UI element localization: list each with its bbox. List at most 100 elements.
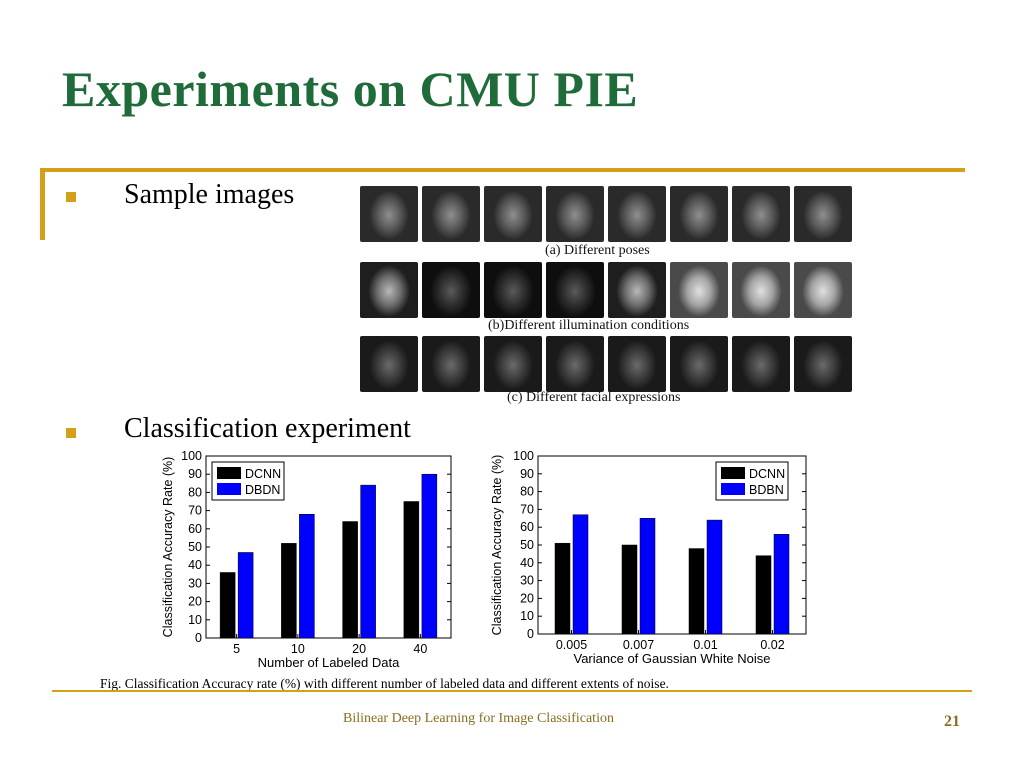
legend-swatch-bdbn [721,483,745,495]
bar-bdbn [706,519,723,635]
x-axis-label: Number of Labeled Data [258,655,400,670]
x-axis-label: Variance of Gaussian White Noise [573,651,770,666]
face-image [484,336,542,392]
face-image [732,186,790,242]
y-tick-label: 20 [520,591,534,605]
face-image [360,186,418,242]
slide-title: Experiments on CMU PIE [62,61,639,117]
noise-chart: 0 10 20 30 40 50 60 70 80 90 100 0.005 0.007 0.01 0.02… [490,449,807,666]
x-tick-label: 40 [413,642,427,656]
face-image [546,262,604,318]
legend-label-dbdn: DBDN [245,483,280,497]
bar-dbdn [360,484,376,639]
bullet-classification: Classification experiment [124,413,411,444]
face-image [608,262,666,318]
y-tick-label: 70 [520,502,534,516]
left-accent-bar [40,168,45,240]
bar-dcnn [621,544,638,635]
legend-label-dcnn: DCNN [245,467,281,481]
x-tick-label: 0.02 [760,638,784,652]
face-image [732,262,790,318]
y-tick-label: 70 [188,504,202,518]
y-tick-label: 0 [527,627,534,641]
face-image [794,186,852,242]
page-number: 21 [944,713,960,730]
y-axis-label: Classification Accuracy Rate (%) [490,455,504,636]
face-image [670,186,728,242]
legend-swatch-dcnn [217,467,241,479]
bar-dcnn [403,501,420,639]
bar-dcnn [688,548,705,635]
face-image [360,262,418,318]
bar-dcnn [342,521,358,639]
caption-expressions: (c) Different facial expressions [507,390,681,405]
face-image [546,336,604,392]
bar-dcnn [219,572,236,639]
legend-label-bdbn: BDBN [749,483,784,497]
face-image [422,262,480,318]
face-image [484,186,542,242]
x-tick-label: 0.01 [693,638,717,652]
y-tick-label: 50 [520,538,534,552]
y-tick-label: 10 [188,613,202,627]
bottom-divider [52,690,972,692]
figure-caption: Fig. Classification Accuracy rate (%) wi… [100,676,669,691]
caption-illumination: (b)Different illumination conditions [488,318,690,333]
y-tick-label: 80 [520,485,534,499]
bar-dbdn [237,552,254,639]
x-tick-label: 10 [291,642,305,656]
top-divider [40,168,965,172]
bullet-marker [66,192,76,202]
legend-label-dcnn: DCNN [749,467,785,481]
y-tick-label: 50 [188,540,202,554]
y-tick-label: 60 [520,520,534,534]
bar-bdbn [572,514,589,635]
face-image [422,336,480,392]
x-tick-label: 5 [233,642,240,656]
bullet-sample-images: Sample images [124,179,295,210]
y-tick-label: 30 [520,574,534,588]
bar-bdbn [773,534,790,635]
x-tick-label: 0.005 [556,638,587,652]
bar-dcnn [755,555,772,635]
face-row-expressions [360,336,862,392]
y-tick-label: 10 [520,609,534,623]
bar-bdbn [639,518,656,635]
bar-dbdn [421,473,438,639]
y-tick-label: 40 [188,558,202,572]
face-image [608,186,666,242]
y-tick-label: 40 [520,556,534,570]
bullet-marker [66,428,76,438]
y-tick-label: 100 [181,449,202,463]
caption-poses: (a) Different poses [545,243,650,258]
bar-dcnn [281,543,297,639]
face-image [422,186,480,242]
y-tick-label: 90 [520,467,534,481]
bar-dcnn [554,542,571,635]
footer-text: Bilinear Deep Learning for Image Classif… [343,711,614,726]
sample-faces-figure: (a) Different poses (b)Different illumin… [360,186,862,408]
face-image [608,336,666,392]
x-tick-label: 20 [352,642,366,656]
y-tick-label: 20 [188,595,202,609]
x-tick-label: 0.007 [623,638,654,652]
face-image [360,336,418,392]
y-tick-label: 80 [188,485,202,499]
y-tick-label: 90 [188,467,202,481]
face-image [670,262,728,318]
y-axis-label: Classification Accuracy Rate (%) [161,457,175,638]
legend-swatch-dbdn [217,483,241,495]
y-tick-label: 100 [513,449,534,463]
face-image [670,336,728,392]
labeled-data-chart: 0 10 20 30 40 50 60 70 80 90 100 5 10 20 40 Number of L… [161,449,452,670]
face-row-poses [360,186,862,242]
y-tick-label: 60 [188,522,202,536]
y-tick-label: 0 [195,631,202,645]
y-tick-label: 30 [188,576,202,590]
legend-swatch-dcnn [721,467,745,479]
face-image [732,336,790,392]
face-image [794,262,852,318]
bar-dbdn [299,513,315,639]
face-row-illumination [360,262,862,318]
face-image [546,186,604,242]
